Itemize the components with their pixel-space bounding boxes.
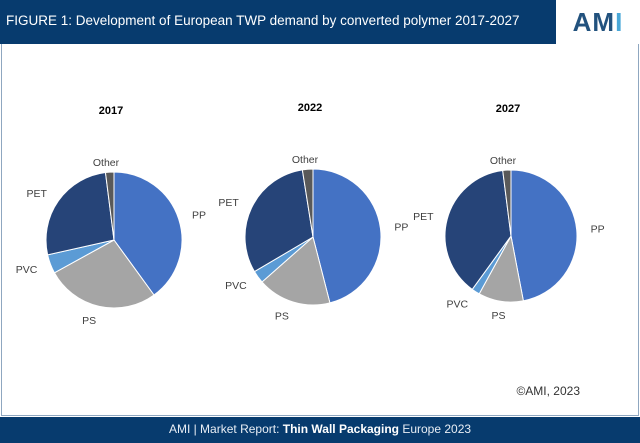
pie-label-PVC: PVC bbox=[225, 280, 247, 292]
header-bar: FIGURE 1: Development of European TWP de… bbox=[0, 0, 640, 44]
chart-frame bbox=[1, 44, 639, 416]
pie-slice-2017-Other bbox=[104, 171, 115, 241]
pie-slice-2027-PP bbox=[510, 169, 578, 302]
pie-label-PP: PP bbox=[591, 223, 605, 235]
pie-slice-2027-Other bbox=[502, 169, 512, 237]
pie-title-2022: 2022 bbox=[298, 102, 322, 114]
pie-label-PET: PET bbox=[218, 197, 239, 209]
pie-label-PS: PS bbox=[491, 310, 505, 322]
ami-logo: AM I bbox=[556, 0, 640, 44]
pie-slice-2022-PS bbox=[261, 236, 331, 306]
pie-slice-2027-PET bbox=[444, 169, 512, 291]
pie-slice-2022-PET bbox=[244, 169, 314, 273]
pie-label-PP: PP bbox=[192, 210, 206, 222]
pie-slice-2017-PS bbox=[53, 239, 155, 309]
pie-slice-2022-PP bbox=[312, 168, 382, 304]
pie-label-Other: Other bbox=[292, 154, 319, 166]
pie-label-PS: PS bbox=[82, 315, 96, 327]
footer: AMI | Market Report: Thin Wall Packaging… bbox=[0, 417, 640, 443]
pie-label-PET: PET bbox=[26, 188, 47, 200]
pie-title-2027: 2027 bbox=[496, 103, 520, 115]
footer-report-name: Thin Wall Packaging bbox=[282, 422, 399, 436]
footer-suffix: Europe 2023 bbox=[399, 422, 472, 436]
pie-label-Other: Other bbox=[490, 155, 517, 167]
figure-title: FIGURE 1: Development of European TWP de… bbox=[6, 13, 520, 28]
pie-label-PS: PS bbox=[275, 310, 289, 322]
pie-slice-2017-PP bbox=[113, 171, 183, 296]
pie-label-PVC: PVC bbox=[16, 264, 38, 276]
pie-label-PP: PP bbox=[394, 222, 408, 234]
pie-charts: 2017 PP PS PVC PET Other 2022 PP PS PVC PET Other 20… bbox=[16, 102, 605, 327]
pie-label-Other: Other bbox=[93, 157, 120, 169]
pie-label-PVC: PVC bbox=[447, 299, 469, 311]
footer-prefix: AMI | Market Report: bbox=[168, 422, 283, 436]
copyright: ©AMI, 2023 bbox=[516, 384, 580, 398]
pie-slice-2017-PET bbox=[45, 171, 115, 256]
pie-label-PET: PET bbox=[413, 211, 434, 223]
pie-title-2017: 2017 bbox=[99, 105, 123, 117]
pie-slice-2022-Other bbox=[301, 168, 314, 238]
